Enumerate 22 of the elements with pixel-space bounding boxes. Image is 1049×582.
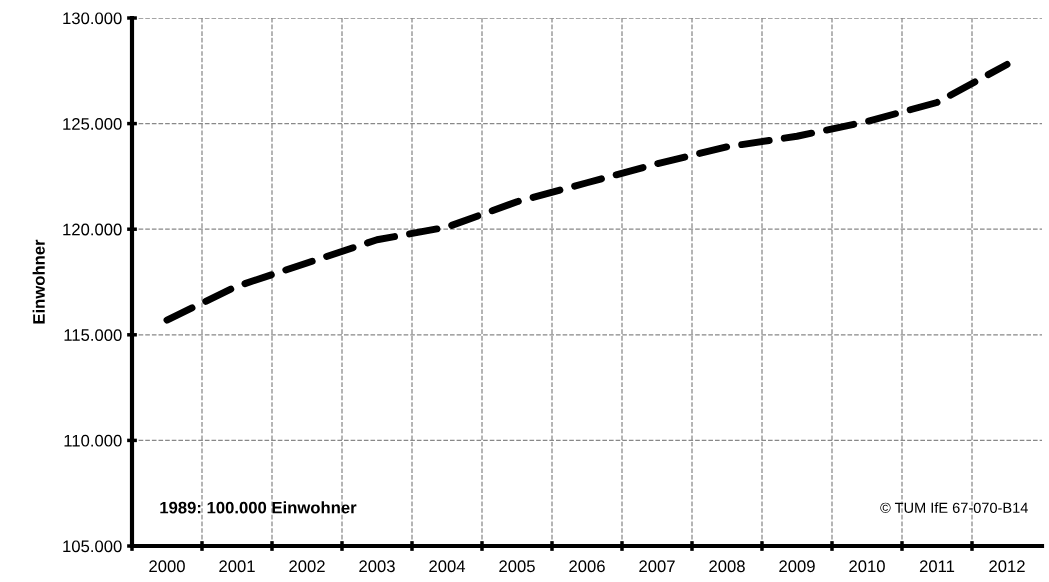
y-tick-label: 105.000 — [63, 540, 122, 553]
annotation: 1989: 100.000 Einwohner — [160, 501, 357, 514]
y-tick-label: 120.000 — [63, 223, 122, 236]
x-tick-label: 2011 — [919, 560, 955, 573]
y-tick-label: 125.000 — [63, 118, 122, 130]
y-tick-label: 115.000 — [64, 329, 122, 341]
x-tick-label: 2005 — [499, 560, 535, 573]
x-tick-label: 2008 — [709, 560, 745, 573]
annotation: © TUM IfE 67-070-B14 — [880, 502, 1028, 513]
y-axis-title: Einwohner — [32, 239, 45, 324]
y-tick-label: 130.000 — [63, 12, 122, 25]
y-tick-label: 110.000 — [64, 434, 122, 447]
x-tick-label: 2012 — [989, 560, 1025, 573]
x-tick-label: 2003 — [359, 560, 395, 573]
x-tick-label: 2001 — [219, 560, 255, 573]
x-tick-label: 2007 — [639, 560, 675, 573]
x-tick-label: 2004 — [429, 560, 466, 573]
x-tick-label: 2002 — [289, 560, 325, 573]
x-tick-label: 2010 — [849, 560, 885, 573]
x-tick-label: 2006 — [569, 560, 605, 573]
x-tick-label: 2000 — [149, 560, 185, 573]
x-tick-label: 2009 — [779, 560, 815, 573]
